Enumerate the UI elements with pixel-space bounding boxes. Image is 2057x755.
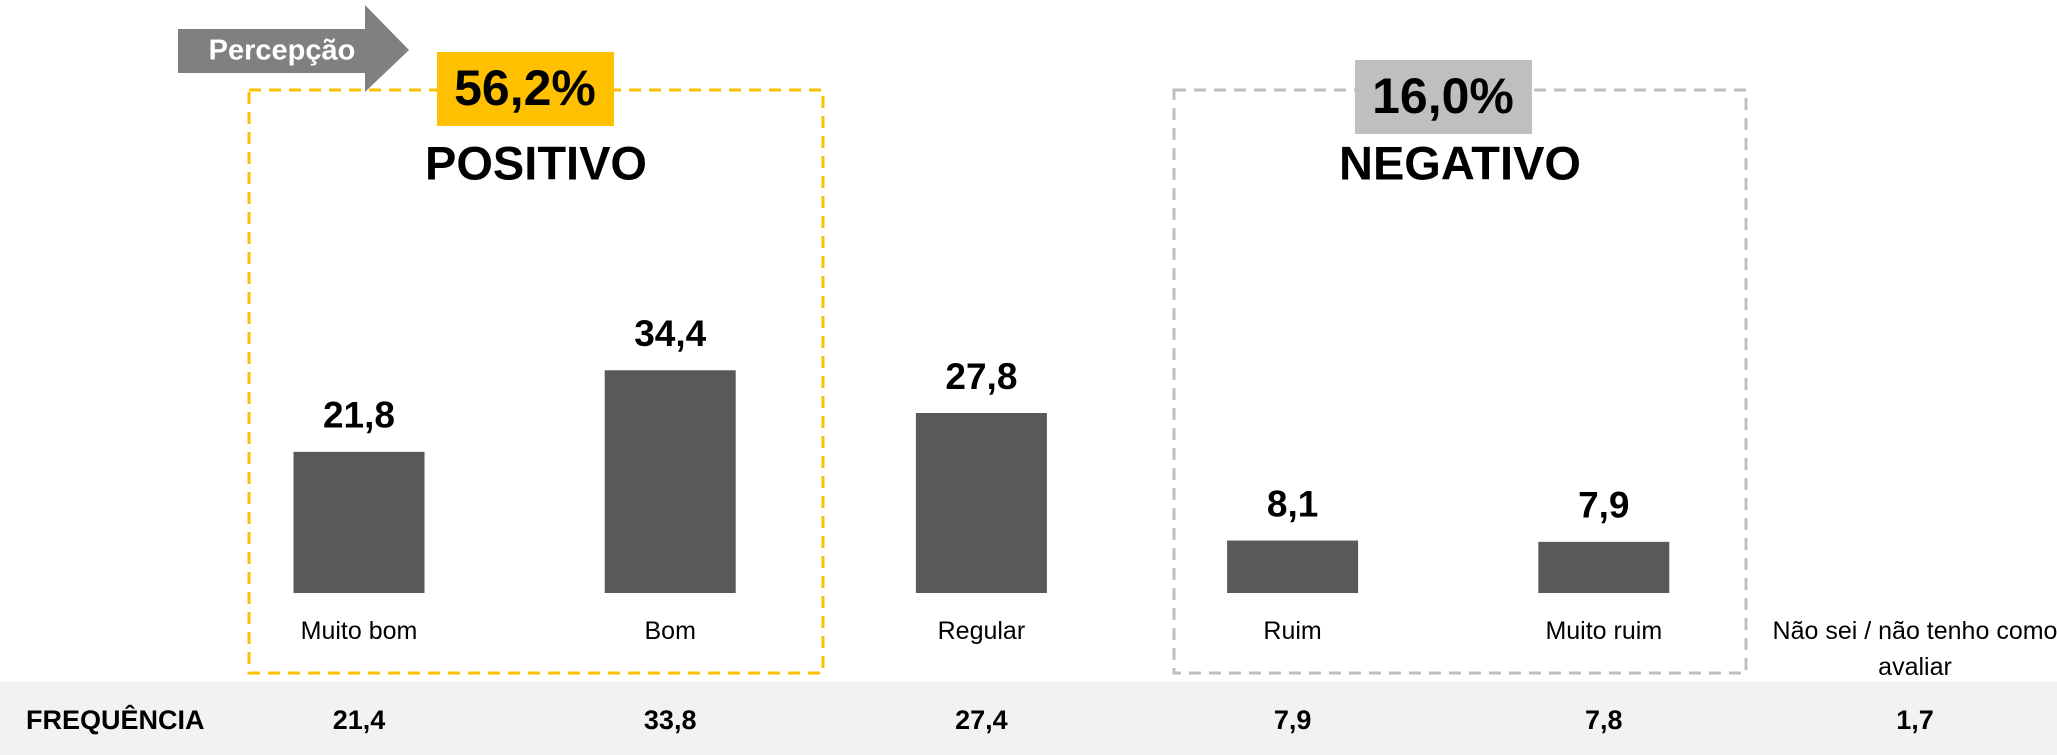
table-value: 1,7 xyxy=(1896,705,1934,735)
bar xyxy=(604,370,736,593)
table-value: 21,4 xyxy=(333,705,386,735)
group-label: NEGATIVO xyxy=(1339,136,1581,189)
table-header: FREQUÊNCIA xyxy=(26,704,205,735)
group-label: POSITIVO xyxy=(425,136,647,189)
bar xyxy=(1538,541,1670,593)
table-value: 7,9 xyxy=(1274,705,1312,735)
value-label: 27,8 xyxy=(945,356,1017,397)
value-label: 8,1 xyxy=(1267,483,1318,524)
group-badge xyxy=(1355,60,1532,134)
x-tick-label: Muito bom xyxy=(300,617,418,645)
bar xyxy=(293,451,425,593)
x-tick-label: Regular xyxy=(937,617,1026,645)
value-label: 7,9 xyxy=(1578,485,1629,526)
bar xyxy=(915,412,1047,593)
value-label: 21,8 xyxy=(323,395,395,436)
tag-arrow xyxy=(178,5,409,92)
value-label: 34,4 xyxy=(634,313,706,354)
table-band xyxy=(0,682,2057,755)
table-value: 33,8 xyxy=(644,705,697,735)
x-tick-label: Ruim xyxy=(1263,617,1322,645)
group-total: 56,2% xyxy=(454,60,596,116)
x-tick-label: Muito ruim xyxy=(1545,617,1663,645)
group-badge xyxy=(437,52,614,126)
x-tick-label: Não sei / não tenho como avaliar xyxy=(1772,617,2057,681)
bar xyxy=(1227,540,1359,593)
tag: Percepção xyxy=(209,35,356,67)
x-tick-label: Bom xyxy=(644,617,696,645)
table-value: 7,8 xyxy=(1585,705,1623,735)
table-value: 27,4 xyxy=(955,705,1008,735)
group-total: 16,0% xyxy=(1372,68,1514,124)
